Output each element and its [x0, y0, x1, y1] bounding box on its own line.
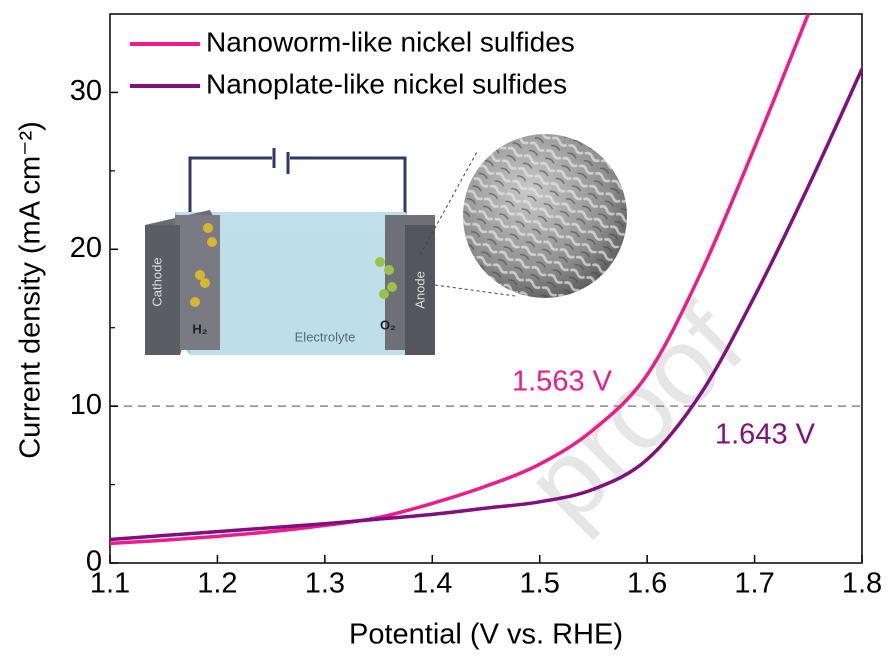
x-tick-label: 1.6: [627, 568, 667, 600]
y-tick-label: 30: [70, 75, 102, 107]
y-tick-label: 10: [70, 389, 102, 421]
annotation: 1.643 V: [715, 419, 816, 451]
inset-label: Cathode: [149, 257, 164, 306]
x-axis-title: Potential (V vs. RHE): [349, 619, 623, 651]
legend-label: Nanoplate-like nickel sulfides: [206, 68, 567, 99]
chart: proof Cathode Anode H₂ O₂ Electrolyte Po…: [0, 0, 892, 655]
inset-label: O₂: [380, 317, 396, 332]
x-tick-label: 1.4: [412, 568, 452, 600]
inset-label: H₂: [192, 321, 207, 336]
x-tick-label: 1.5: [520, 568, 560, 600]
y-axis-title: Current density (mA cm⁻²): [15, 121, 47, 459]
inset-label: Electrolyte: [295, 329, 356, 344]
y-tick-label: 20: [70, 232, 102, 264]
x-tick-label: 1.8: [842, 568, 882, 600]
annotation: 1.563 V: [512, 366, 613, 398]
x-tick-label: 1.7: [734, 568, 774, 600]
x-tick-label: 1.3: [305, 568, 345, 600]
x-tick-label: 1.2: [197, 568, 237, 600]
y-tick-label: 0: [86, 546, 102, 578]
watermark: proof: [502, 282, 767, 547]
inset-schematic: Cathode Anode H₂ O₂ Electrolyte: [145, 134, 627, 355]
inset-label: Anode: [412, 271, 427, 309]
legend-label: Nanoworm-like nickel sulfides: [206, 26, 575, 57]
